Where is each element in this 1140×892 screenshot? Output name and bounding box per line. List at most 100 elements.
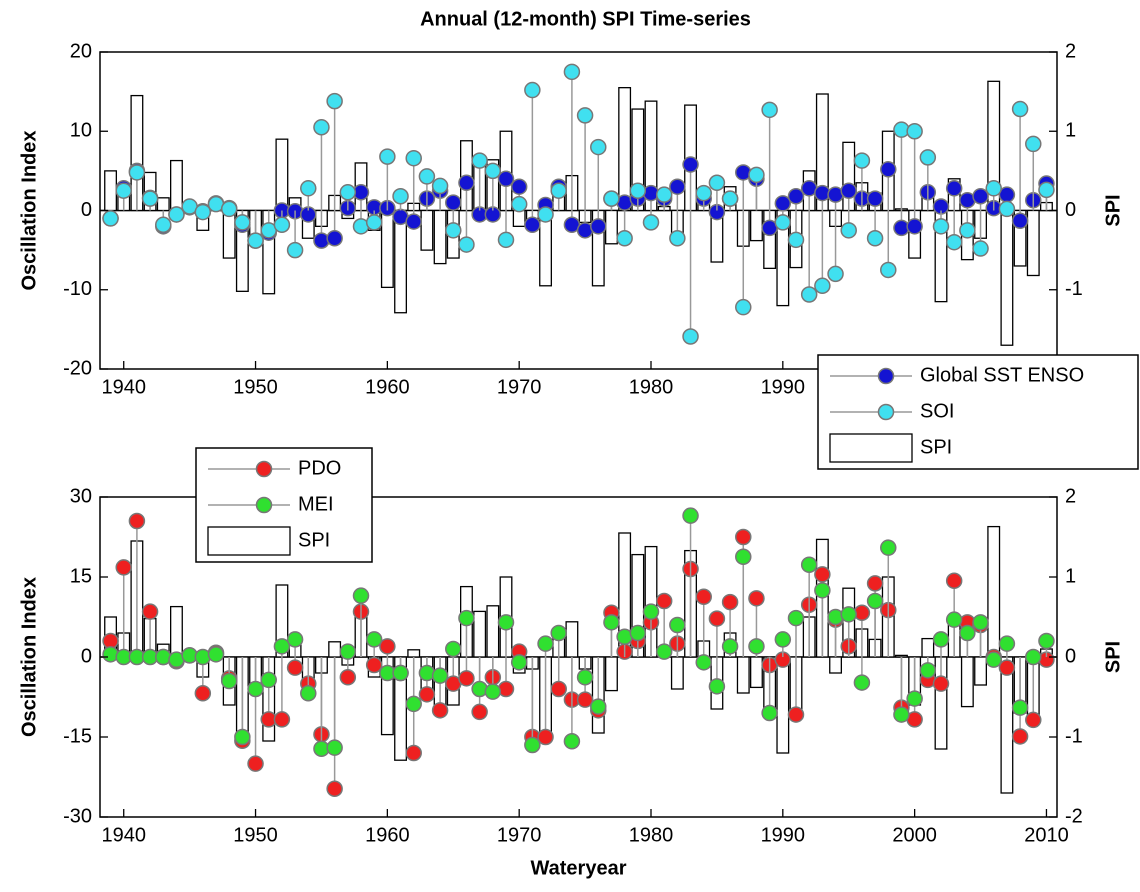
y2-tick-label: -1 bbox=[1065, 278, 1083, 300]
point bbox=[880, 161, 897, 178]
point bbox=[629, 624, 647, 642]
point bbox=[827, 265, 844, 283]
spi-bar bbox=[960, 656, 974, 708]
y-tick-label: -15 bbox=[63, 725, 92, 747]
point bbox=[721, 593, 739, 611]
y-tick-label: 15 bbox=[70, 565, 92, 587]
legend-label: Global SST ENSO bbox=[920, 364, 1084, 386]
point bbox=[669, 616, 686, 634]
x-tick-label: 1990 bbox=[761, 376, 806, 398]
point bbox=[300, 180, 317, 197]
point bbox=[247, 680, 264, 698]
point bbox=[1038, 632, 1055, 650]
point bbox=[418, 686, 436, 703]
point bbox=[339, 184, 357, 201]
point bbox=[471, 703, 488, 721]
point bbox=[682, 328, 699, 345]
point bbox=[1011, 212, 1029, 230]
point bbox=[484, 683, 502, 700]
point bbox=[972, 187, 989, 205]
point bbox=[959, 222, 976, 239]
point bbox=[431, 702, 449, 719]
point bbox=[774, 214, 792, 231]
y2-tick-label: 1 bbox=[1065, 120, 1076, 142]
spi-bar bbox=[1026, 209, 1040, 277]
point bbox=[642, 214, 660, 231]
point bbox=[445, 194, 462, 211]
point bbox=[141, 190, 159, 207]
point bbox=[102, 646, 119, 663]
point bbox=[945, 233, 963, 251]
spi-bar bbox=[104, 170, 117, 212]
point bbox=[655, 592, 673, 610]
x-tick-label: 1980 bbox=[629, 824, 674, 846]
y2-axis-label: SPI bbox=[1102, 194, 1124, 226]
point bbox=[445, 222, 462, 239]
point bbox=[576, 107, 594, 124]
point bbox=[313, 232, 330, 249]
point bbox=[458, 174, 475, 192]
point bbox=[537, 635, 554, 652]
y-tick-label: 0 bbox=[81, 199, 92, 221]
point bbox=[682, 507, 699, 524]
point bbox=[919, 149, 937, 166]
point bbox=[418, 168, 436, 185]
point bbox=[550, 182, 567, 199]
legend-marker bbox=[877, 367, 895, 385]
point bbox=[524, 216, 541, 234]
point bbox=[550, 624, 567, 642]
y2-tick-label: 0 bbox=[1065, 199, 1076, 221]
point bbox=[115, 559, 132, 576]
legend-label: SPI bbox=[920, 436, 952, 458]
point bbox=[379, 148, 396, 165]
point bbox=[392, 664, 409, 682]
point bbox=[286, 241, 304, 259]
point bbox=[629, 182, 647, 199]
point bbox=[220, 672, 238, 690]
point bbox=[207, 646, 225, 663]
point bbox=[102, 210, 119, 227]
spi-bar bbox=[605, 656, 618, 692]
point bbox=[1038, 181, 1055, 199]
point bbox=[247, 755, 264, 772]
point bbox=[603, 614, 620, 631]
point bbox=[708, 610, 726, 627]
point bbox=[972, 240, 989, 257]
legend-marker bbox=[255, 496, 273, 514]
point bbox=[880, 539, 897, 556]
point bbox=[326, 92, 343, 110]
y2-axis-label: SPI bbox=[1102, 641, 1124, 673]
point bbox=[537, 206, 554, 223]
point bbox=[510, 178, 528, 195]
point bbox=[431, 177, 449, 195]
point bbox=[1025, 711, 1042, 729]
point bbox=[721, 190, 739, 207]
x-axis-label: Wateryear bbox=[531, 857, 627, 879]
spi-bar bbox=[736, 656, 750, 694]
point bbox=[590, 138, 607, 156]
point bbox=[945, 572, 963, 589]
point bbox=[1025, 135, 1042, 153]
spi-bar bbox=[974, 656, 987, 686]
point bbox=[669, 229, 686, 247]
point bbox=[128, 512, 146, 530]
point bbox=[932, 631, 950, 648]
chart-title: Annual (12-month) SPI Time-series bbox=[420, 8, 751, 30]
spi-bar bbox=[618, 87, 632, 212]
y-tick-label: 0 bbox=[81, 645, 92, 667]
point bbox=[326, 229, 343, 247]
point bbox=[365, 214, 383, 231]
point bbox=[721, 638, 739, 655]
point bbox=[458, 670, 475, 687]
point bbox=[471, 152, 488, 169]
point bbox=[655, 186, 673, 203]
point bbox=[497, 680, 515, 698]
legend-marker bbox=[877, 403, 895, 421]
point bbox=[985, 651, 1002, 668]
y-tick-label: 30 bbox=[70, 485, 92, 507]
point bbox=[695, 184, 712, 202]
point bbox=[234, 214, 251, 231]
point bbox=[945, 611, 963, 628]
point bbox=[524, 736, 541, 754]
